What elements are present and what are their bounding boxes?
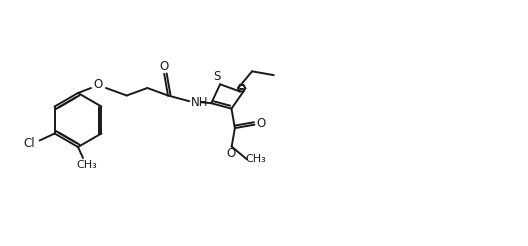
Text: O: O [159,60,169,73]
Text: O: O [257,117,266,130]
Text: CH₃: CH₃ [246,154,266,164]
Text: CH₃: CH₃ [77,160,97,170]
Text: S: S [213,70,221,83]
Text: Cl: Cl [24,137,35,150]
Text: O: O [226,147,235,160]
Text: NH: NH [191,96,208,109]
Text: O: O [93,78,102,92]
